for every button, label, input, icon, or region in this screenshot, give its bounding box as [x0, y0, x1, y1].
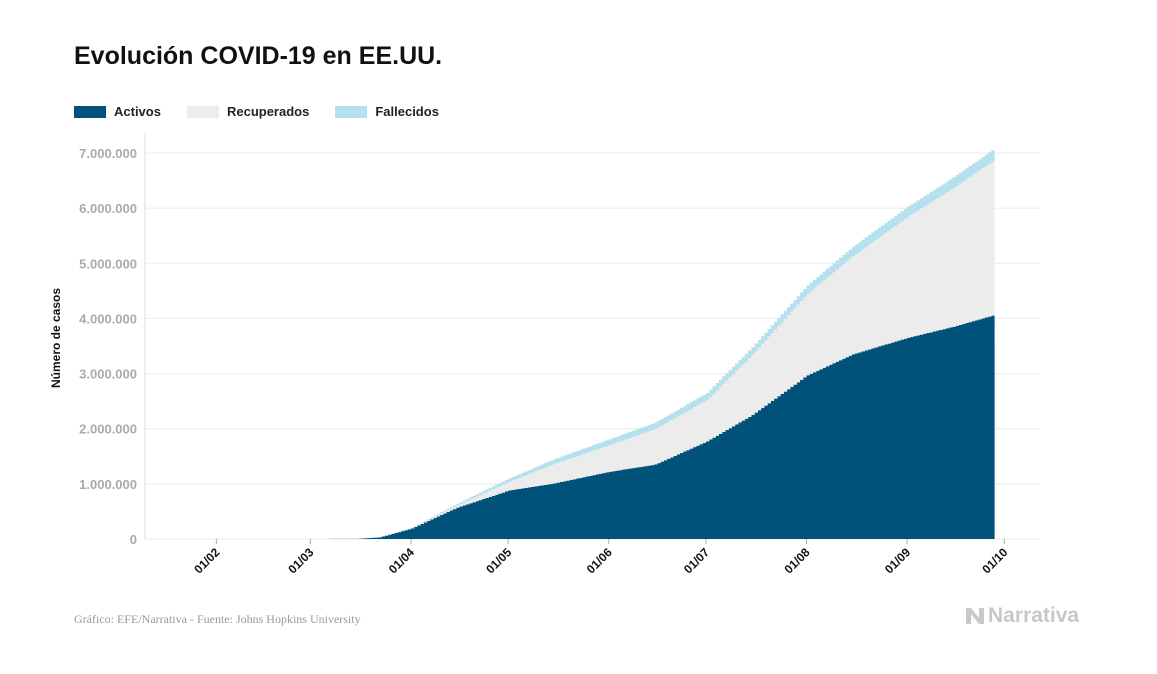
y-tick-label: 0 — [130, 532, 137, 547]
legend-swatch-activos — [74, 105, 106, 118]
area-activos — [183, 315, 995, 539]
legend-item-recuperados: Recuperados — [186, 104, 310, 119]
y-tick-label: 2.000.000 — [79, 422, 137, 437]
y-tick-label: 3.000.000 — [79, 367, 137, 382]
y-tick-label: 1.000.000 — [79, 477, 137, 492]
legend: Activos Recuperados Fallecidos — [74, 104, 439, 119]
x-tick-label: 01/02 — [191, 545, 222, 576]
x-tick-label: 01/05 — [483, 545, 514, 576]
x-tick-label: 01/07 — [681, 545, 712, 576]
area-recuperados — [183, 161, 995, 539]
x-tick-label: 01/09 — [882, 545, 913, 576]
narrativa-logo-icon — [966, 608, 984, 624]
x-tick-label: 01/10 — [979, 545, 1010, 576]
legend-label: Recuperados — [226, 104, 310, 119]
x-tick-label: 01/03 — [285, 545, 316, 576]
legend-item-fallecidos: Fallecidos — [335, 104, 439, 119]
legend-swatch-recuperados — [186, 105, 219, 118]
x-tick-label: 01/06 — [584, 545, 615, 576]
y-tick-label: 5.000.000 — [79, 256, 137, 271]
x-tick-label: 01/08 — [782, 545, 813, 576]
x-tick-label: 01/04 — [386, 545, 417, 576]
legend-item-activos: Activos — [74, 104, 161, 119]
legend-label: Fallecidos — [375, 104, 439, 119]
y-tick-label: 6.000.000 — [79, 201, 137, 216]
narrativa-logo: Narrativa — [964, 604, 1079, 628]
legend-swatch-fallecidos — [335, 105, 368, 118]
legend-label: Activos — [114, 104, 161, 119]
chart-title: Evolución COVID-19 en EE.UU. — [74, 42, 443, 70]
y-tick-label: 4.000.000 — [79, 311, 137, 326]
logo-text: Narrativa — [988, 604, 1080, 627]
source-note: Gráfico: EFE/Narrativa - Fuente: Johns H… — [74, 612, 361, 626]
y-axis-label: Número de casos — [49, 288, 63, 388]
y-tick-label: 7.000.000 — [79, 146, 137, 161]
